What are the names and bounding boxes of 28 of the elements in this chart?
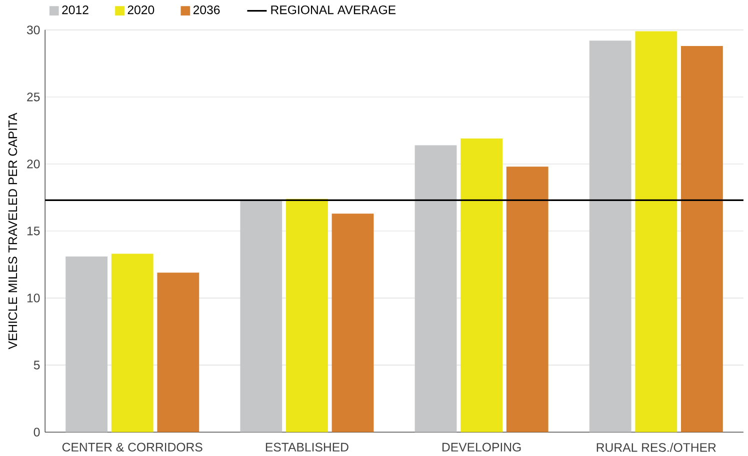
bar — [157, 272, 200, 432]
bar — [506, 166, 548, 432]
y-axis-title: VEHICLE MILES TRAVELED PER CAPITA — [8, 112, 18, 350]
y-tick-label: 15 — [27, 226, 40, 236]
bar — [635, 31, 678, 432]
bar — [111, 254, 154, 432]
y-tick-label: 30 — [26, 25, 40, 34]
x-tick-label: CENTER & CORRIDORS — [62, 442, 202, 452]
legend-label: 2036 — [193, 5, 220, 14]
bar — [414, 145, 457, 432]
legend-label: 2020 — [128, 5, 154, 14]
bar — [460, 138, 502, 432]
legend-label: REGIONAL AVERAGE — [271, 5, 396, 14]
bar — [286, 198, 328, 432]
bar — [680, 46, 723, 432]
bar — [589, 40, 632, 432]
y-tick-label: 10 — [27, 293, 40, 302]
y-tick-label: 0 — [34, 428, 40, 436]
bar — [332, 213, 374, 432]
y-tick-label: 5 — [34, 360, 40, 370]
x-tick-label: ESTABLISHED — [266, 442, 348, 452]
bar — [66, 256, 108, 432]
bar — [240, 200, 282, 432]
y-tick-label: 20 — [27, 159, 40, 168]
x-tick-label: RURAL RES./OTHER — [596, 442, 716, 452]
legend-label: 2012 — [62, 5, 88, 14]
x-tick-label: DEVELOPING — [442, 442, 521, 452]
y-tick-label: 25 — [27, 92, 40, 102]
